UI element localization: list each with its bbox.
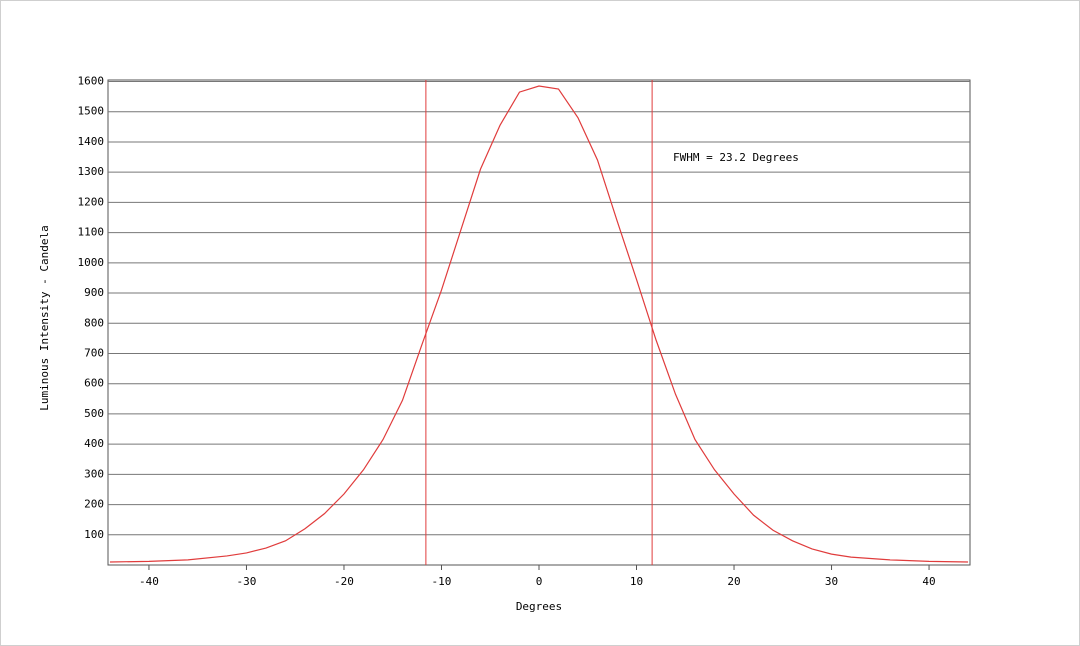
x-tick-label: 0 xyxy=(536,575,543,588)
y-tick-label: 1400 xyxy=(78,135,105,148)
x-tick-label: -30 xyxy=(237,575,257,588)
x-tick-label: 20 xyxy=(727,575,740,588)
y-tick-label: 1600 xyxy=(78,75,105,88)
y-axis-label: Luminous Intensity - Candela xyxy=(38,225,51,410)
x-axis-label: Degrees xyxy=(516,600,562,613)
x-tick-label: 10 xyxy=(630,575,643,588)
y-tick-label: 400 xyxy=(84,437,104,450)
x-tick-label: -40 xyxy=(139,575,159,588)
y-tick-label: 500 xyxy=(84,407,104,420)
y-tick-label: 1200 xyxy=(78,195,105,208)
y-tick-label: 100 xyxy=(84,528,104,541)
y-tick-label: 1000 xyxy=(78,256,105,269)
y-tick-label: 200 xyxy=(84,498,104,511)
y-tick-label: 800 xyxy=(84,316,104,329)
x-tick-label: -20 xyxy=(334,575,354,588)
y-tick-label: 1100 xyxy=(78,226,105,239)
x-tick-label: 40 xyxy=(922,575,935,588)
y-tick-label: 700 xyxy=(84,346,104,359)
x-tick-label: -10 xyxy=(432,575,452,588)
y-tick-label: 1300 xyxy=(78,165,105,178)
plot-area xyxy=(107,79,971,566)
x-tick-label: 30 xyxy=(825,575,838,588)
y-tick-label: 900 xyxy=(84,286,104,299)
y-tick-label: 600 xyxy=(84,377,104,390)
y-tick-label: 300 xyxy=(84,467,104,480)
y-tick-label: 1500 xyxy=(78,105,105,118)
annotation: FWHM = 23.2 Degrees xyxy=(673,151,799,164)
data-line xyxy=(109,85,969,563)
